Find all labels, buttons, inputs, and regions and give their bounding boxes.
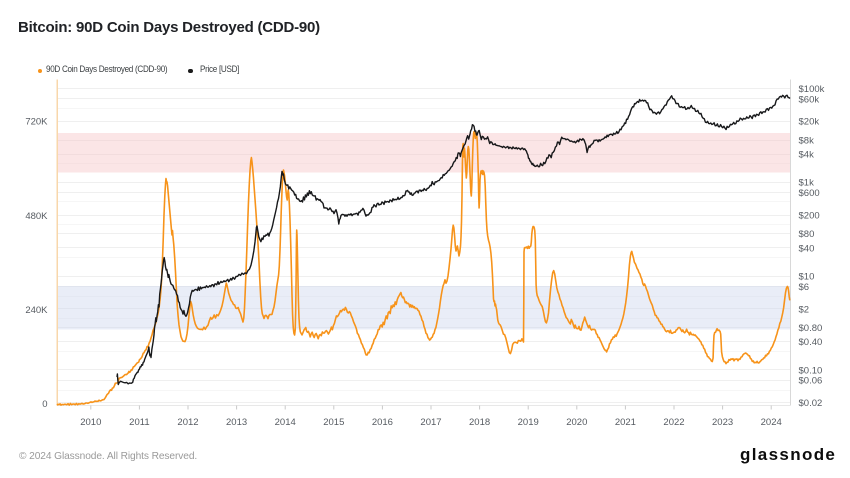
svg-text:2015: 2015 bbox=[323, 417, 344, 428]
svg-text:2010: 2010 bbox=[80, 417, 101, 428]
svg-text:0: 0 bbox=[42, 399, 47, 410]
svg-text:2024: 2024 bbox=[761, 417, 782, 428]
svg-text:240K: 240K bbox=[25, 305, 48, 316]
svg-text:2014: 2014 bbox=[275, 417, 296, 428]
svg-text:$1k: $1k bbox=[799, 178, 815, 189]
svg-text:$60k: $60k bbox=[799, 94, 820, 105]
svg-text:$6: $6 bbox=[799, 282, 810, 293]
svg-text:$0.80: $0.80 bbox=[799, 323, 823, 334]
svg-text:$8k: $8k bbox=[799, 135, 815, 146]
svg-text:2012: 2012 bbox=[177, 417, 198, 428]
svg-text:$200: $200 bbox=[799, 211, 820, 222]
svg-text:2019: 2019 bbox=[518, 417, 539, 428]
svg-text:2023: 2023 bbox=[712, 417, 733, 428]
svg-text:2013: 2013 bbox=[226, 417, 247, 428]
svg-text:720K: 720K bbox=[25, 117, 48, 128]
svg-text:2020: 2020 bbox=[566, 417, 587, 428]
svg-text:$10: $10 bbox=[799, 272, 815, 283]
svg-text:$20k: $20k bbox=[799, 117, 820, 128]
svg-text:2021: 2021 bbox=[615, 417, 636, 428]
svg-text:$2: $2 bbox=[799, 304, 810, 315]
svg-text:2017: 2017 bbox=[420, 417, 441, 428]
svg-text:$600: $600 bbox=[799, 188, 820, 199]
svg-text:$0.10: $0.10 bbox=[799, 365, 823, 376]
svg-text:480K: 480K bbox=[25, 211, 48, 222]
svg-text:2018: 2018 bbox=[469, 417, 490, 428]
svg-text:2022: 2022 bbox=[663, 417, 684, 428]
svg-text:$0.06: $0.06 bbox=[799, 376, 823, 387]
svg-text:$4k: $4k bbox=[799, 150, 815, 161]
svg-text:$0.02: $0.02 bbox=[799, 398, 823, 409]
svg-text:2016: 2016 bbox=[372, 417, 393, 428]
svg-text:$100k: $100k bbox=[799, 84, 825, 95]
svg-text:$80: $80 bbox=[799, 229, 815, 240]
svg-text:2011: 2011 bbox=[129, 417, 149, 428]
svg-text:$40: $40 bbox=[799, 243, 815, 254]
svg-text:$0.40: $0.40 bbox=[799, 337, 823, 348]
